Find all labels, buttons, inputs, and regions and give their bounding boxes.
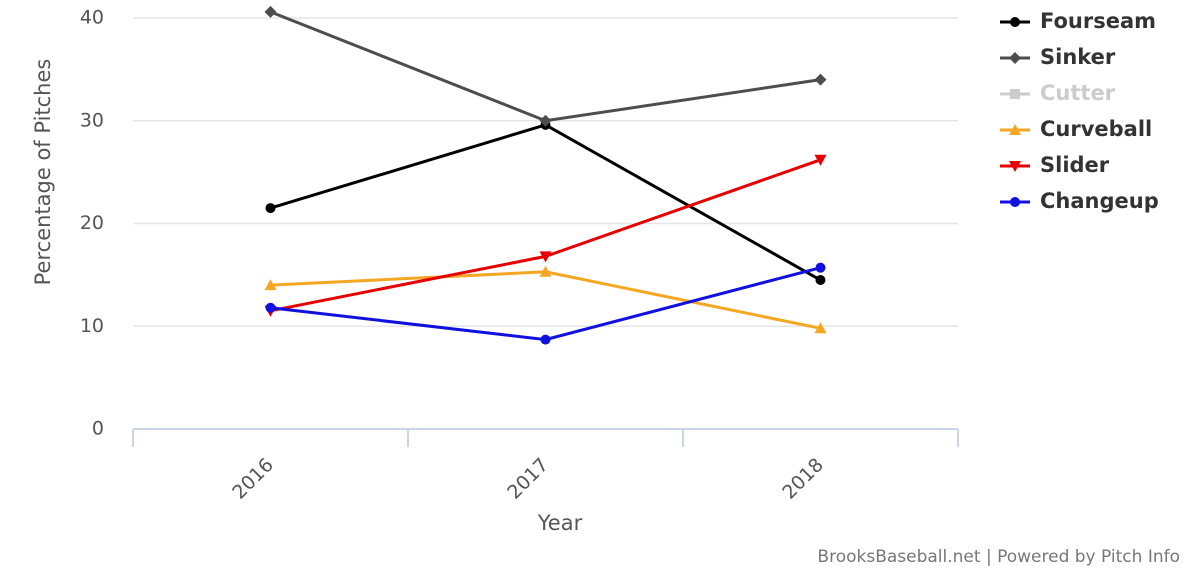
legend-label: Changeup bbox=[1040, 189, 1159, 213]
legend-label: Sinker bbox=[1040, 45, 1116, 69]
y-axis-label: Percentage of Pitches bbox=[31, 59, 55, 286]
credit: BrooksBaseball.net | Powered by Pitch In… bbox=[817, 547, 1180, 567]
y-tick-label: 20 bbox=[80, 212, 104, 234]
legend-label: Fourseam bbox=[1040, 9, 1156, 33]
marker bbox=[815, 275, 826, 286]
y-tick-label: 0 bbox=[92, 418, 104, 440]
marker bbox=[1009, 124, 1021, 135]
series-line bbox=[269, 10, 821, 123]
legend-label: Curveball bbox=[1040, 117, 1152, 141]
marker bbox=[539, 251, 552, 263]
marker bbox=[814, 154, 827, 166]
x-tick-label: 2018 bbox=[778, 454, 828, 504]
marker bbox=[265, 203, 276, 214]
y-tick-label: 30 bbox=[80, 109, 104, 131]
y-tick-label: 10 bbox=[80, 315, 104, 337]
marker bbox=[1009, 52, 1021, 64]
marker bbox=[814, 73, 827, 86]
marker bbox=[264, 5, 277, 18]
marker bbox=[815, 262, 826, 273]
legend-label: Slider bbox=[1040, 153, 1110, 177]
x-tick-label: 2016 bbox=[228, 454, 278, 504]
series-line bbox=[270, 270, 821, 330]
x-tick-label: 2017 bbox=[503, 454, 553, 504]
marker bbox=[539, 265, 552, 277]
marker bbox=[1010, 17, 1020, 27]
marker bbox=[539, 114, 552, 127]
marker bbox=[264, 279, 277, 291]
legend-label: Cutter bbox=[1040, 81, 1116, 105]
marker bbox=[814, 322, 827, 334]
marker bbox=[1009, 161, 1021, 172]
marker bbox=[265, 302, 276, 313]
x-axis-label: Year bbox=[537, 511, 583, 535]
series-line bbox=[270, 266, 821, 342]
marker bbox=[1010, 89, 1020, 99]
y-tick-label: 40 bbox=[80, 7, 104, 29]
marker bbox=[1010, 197, 1020, 207]
marker bbox=[540, 334, 551, 345]
